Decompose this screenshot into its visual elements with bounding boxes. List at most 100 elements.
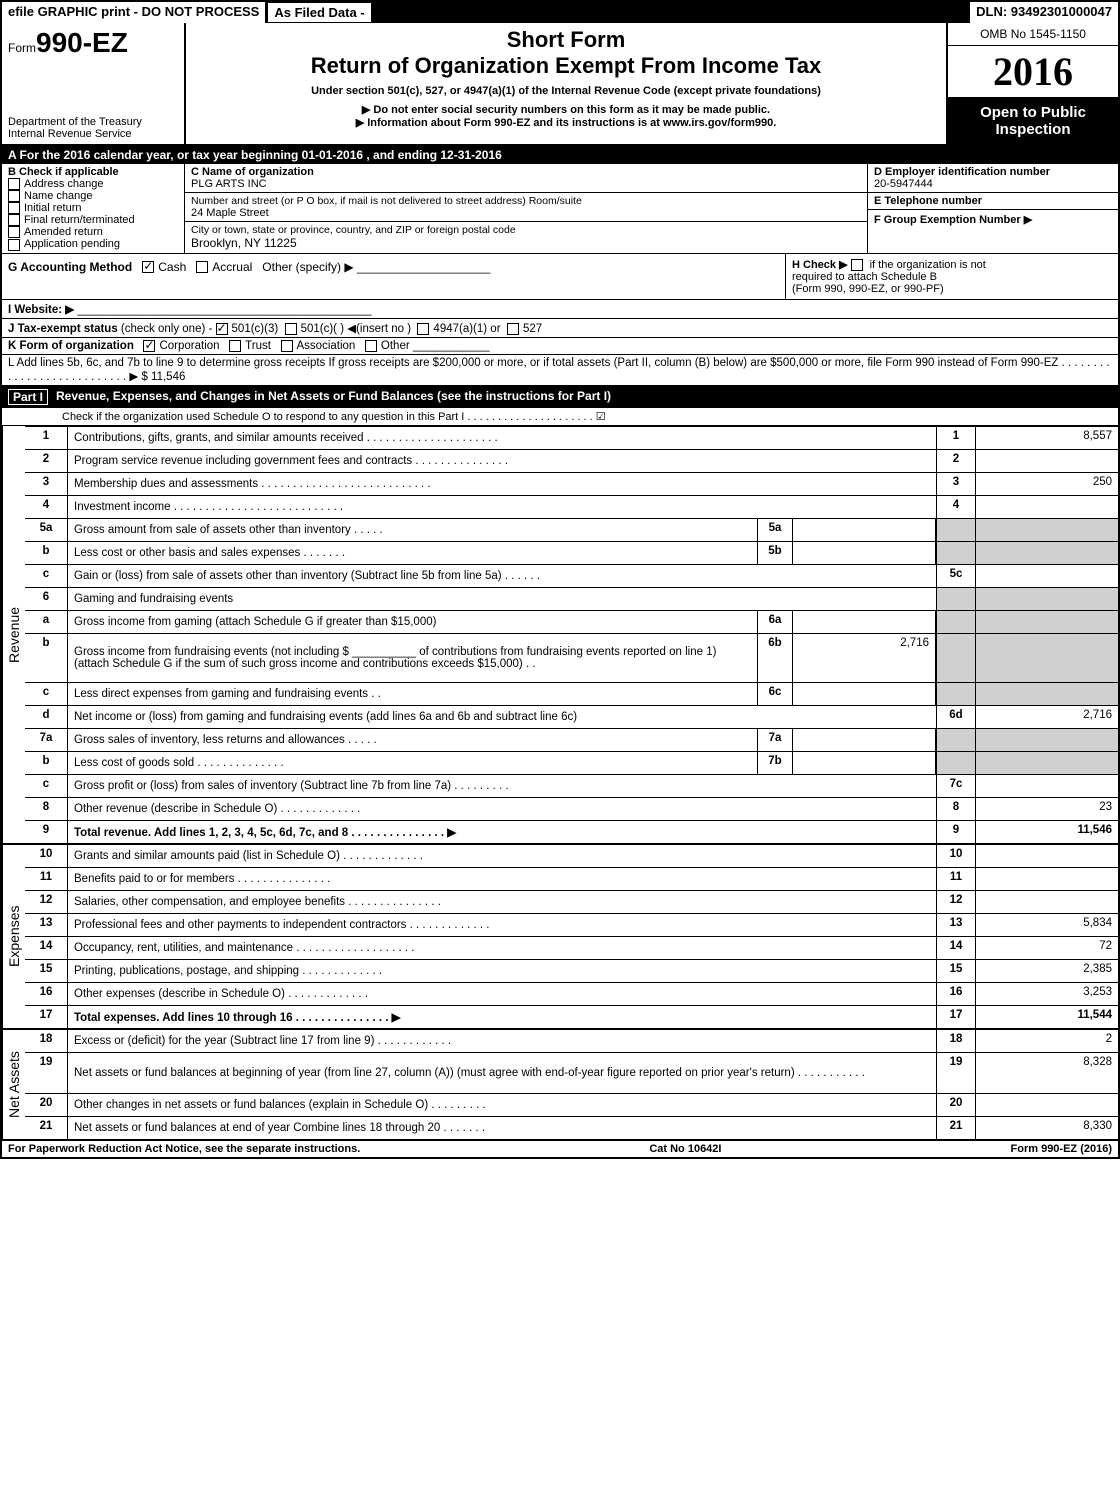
line-20: Other changes in net assets or fund bala… bbox=[68, 1094, 936, 1116]
checkbox-527[interactable] bbox=[507, 323, 519, 335]
section-c: C Name of organization PLG ARTS INC Numb… bbox=[185, 164, 868, 253]
checkbox-final-return[interactable] bbox=[8, 214, 20, 226]
line-18: Excess or (deficit) for the year (Subtra… bbox=[68, 1030, 936, 1052]
line-12-amount bbox=[976, 891, 1118, 913]
open-to-public: Open to Public Inspection bbox=[948, 98, 1118, 144]
checkbox-corporation[interactable] bbox=[143, 340, 155, 352]
accounting-method-label: G Accounting Method bbox=[8, 260, 132, 274]
checkbox-application-pending[interactable] bbox=[8, 239, 20, 251]
checkbox-501c3[interactable] bbox=[216, 323, 228, 335]
line-7c: Gross profit or (loss) from sales of inv… bbox=[68, 775, 936, 797]
section-h-label: H Check ▶ bbox=[792, 259, 848, 271]
top-bar: efile GRAPHIC print - DO NOT PROCESS As … bbox=[2, 2, 1118, 23]
line-8-amount: 23 bbox=[976, 798, 1118, 820]
line-9: Total revenue. Add lines 1, 2, 3, 4, 5c,… bbox=[68, 821, 936, 843]
efile-label: efile GRAPHIC print - DO NOT PROCESS bbox=[2, 2, 267, 23]
as-filed-label: As Filed Data - bbox=[267, 2, 371, 23]
line-10: Grants and similar amounts paid (list in… bbox=[68, 845, 936, 867]
checkbox-initial-return[interactable] bbox=[8, 202, 20, 214]
line-1-amount: 8,557 bbox=[976, 427, 1118, 449]
line-11: Benefits paid to or for members . . . . … bbox=[68, 868, 936, 890]
line-2: Program service revenue including govern… bbox=[68, 450, 936, 472]
checkbox-4947[interactable] bbox=[417, 323, 429, 335]
phone-label: E Telephone number bbox=[874, 195, 1112, 207]
revenue-tab: Revenue bbox=[2, 426, 25, 843]
part-1-title: Revenue, Expenses, and Changes in Net As… bbox=[56, 389, 611, 405]
line-16-amount: 3,253 bbox=[976, 983, 1118, 1005]
line-13-amount: 5,834 bbox=[976, 914, 1118, 936]
line-12: Salaries, other compensation, and employ… bbox=[68, 891, 936, 913]
line-4: Investment income . . . . . . . . . . . … bbox=[68, 496, 936, 518]
footer-cat-no: Cat No 10642I bbox=[649, 1143, 721, 1155]
part-1-header: Part I Revenue, Expenses, and Changes in… bbox=[2, 386, 1118, 408]
part-1-label: Part I bbox=[8, 389, 48, 405]
street-value: 24 Maple Street bbox=[191, 207, 861, 219]
street-label: Number and street (or P O box, if mail i… bbox=[191, 195, 861, 207]
part-1-check: Check if the organization used Schedule … bbox=[2, 408, 1118, 426]
line-17-amount: 11,544 bbox=[976, 1006, 1118, 1028]
checkbox-association[interactable] bbox=[281, 340, 293, 352]
expenses-tab: Expenses bbox=[2, 845, 25, 1028]
line-8: Other revenue (describe in Schedule O) .… bbox=[68, 798, 936, 820]
line-3: Membership dues and assessments . . . . … bbox=[68, 473, 936, 495]
line-21: Net assets or fund balances at end of ye… bbox=[68, 1117, 936, 1139]
website-label: I Website: ▶ bbox=[8, 304, 74, 316]
footer-left: For Paperwork Reduction Act Notice, see … bbox=[8, 1143, 360, 1155]
tax-year: 2016 bbox=[948, 46, 1118, 98]
line-13: Professional fees and other payments to … bbox=[68, 914, 936, 936]
checkbox-accrual[interactable] bbox=[196, 261, 208, 273]
checkbox-other-org[interactable] bbox=[365, 340, 377, 352]
line-15-amount: 2,385 bbox=[976, 960, 1118, 982]
checkbox-address-change[interactable] bbox=[8, 178, 20, 190]
org-name: PLG ARTS INC bbox=[191, 178, 861, 190]
checkbox-name-change[interactable] bbox=[8, 190, 20, 202]
net-assets-tab: Net Assets bbox=[2, 1030, 25, 1139]
dept-treasury: Department of the Treasury bbox=[8, 116, 178, 128]
checkbox-trust[interactable] bbox=[229, 340, 241, 352]
line-6a: Gross income from gaming (attach Schedul… bbox=[68, 611, 757, 633]
line-16: Other expenses (describe in Schedule O) … bbox=[68, 983, 936, 1005]
line-15: Printing, publications, postage, and shi… bbox=[68, 960, 936, 982]
line-19: Net assets or fund balances at beginning… bbox=[68, 1053, 936, 1093]
line-6b: Gross income from fundraising events (no… bbox=[68, 634, 757, 682]
line-6c: Less direct expenses from gaming and fun… bbox=[68, 683, 757, 705]
section-j: J Tax-exempt status (check only one) - 5… bbox=[2, 319, 1118, 338]
main-title: Return of Organization Exempt From Incom… bbox=[194, 53, 938, 79]
line-9-amount: 11,546 bbox=[976, 821, 1118, 843]
line-19-amount: 8,328 bbox=[976, 1053, 1118, 1093]
line-3-amount: 250 bbox=[976, 473, 1118, 495]
line-6d-amount: 2,716 bbox=[976, 706, 1118, 728]
irs-label: Internal Revenue Service bbox=[8, 128, 178, 140]
group-exemption-label: F Group Exemption Number ▶ bbox=[874, 214, 1032, 226]
section-l: L Add lines 5b, 6c, and 7b to line 9 to … bbox=[2, 355, 1118, 386]
line-11-amount bbox=[976, 868, 1118, 890]
line-7c-amount bbox=[976, 775, 1118, 797]
expenses-section: Expenses 10Grants and similar amounts pa… bbox=[2, 843, 1118, 1028]
form-prefix: Form bbox=[8, 41, 36, 55]
org-info-block: B Check if applicable Address change Nam… bbox=[2, 164, 1118, 254]
form-no-big: 990-EZ bbox=[36, 27, 128, 58]
line-5a: Gross amount from sale of assets other t… bbox=[68, 519, 757, 541]
tax-exempt-label: J Tax-exempt status bbox=[8, 323, 118, 335]
line-14-amount: 72 bbox=[976, 937, 1118, 959]
line-14: Occupancy, rent, utilities, and maintena… bbox=[68, 937, 936, 959]
line-10-amount bbox=[976, 845, 1118, 867]
form-990ez: efile GRAPHIC print - DO NOT PROCESS As … bbox=[0, 0, 1120, 1159]
line-5b: Less cost or other basis and sales expen… bbox=[68, 542, 757, 564]
short-form-title: Short Form bbox=[194, 27, 938, 53]
line-1: Contributions, gifts, grants, and simila… bbox=[68, 427, 936, 449]
section-k: K Form of organization Corporation Trust… bbox=[2, 338, 1118, 355]
line-5c-amount bbox=[976, 565, 1118, 587]
line-4-amount bbox=[976, 496, 1118, 518]
checkbox-amended-return[interactable] bbox=[8, 226, 20, 238]
checkbox-cash[interactable] bbox=[142, 261, 154, 273]
section-b-title: B Check if applicable bbox=[8, 166, 178, 178]
checkbox-schedule-b[interactable] bbox=[851, 259, 863, 271]
line-18-amount: 2 bbox=[976, 1030, 1118, 1052]
city-value: Brooklyn, NY 11225 bbox=[191, 236, 861, 250]
line-7a: Gross sales of inventory, less returns a… bbox=[68, 729, 757, 751]
subtitle: Under section 501(c), 527, or 4947(a)(1)… bbox=[194, 85, 938, 97]
checkbox-501c[interactable] bbox=[285, 323, 297, 335]
omb-number: OMB No 1545-1150 bbox=[948, 23, 1118, 46]
line-5c: Gain or (loss) from sale of assets other… bbox=[68, 565, 936, 587]
